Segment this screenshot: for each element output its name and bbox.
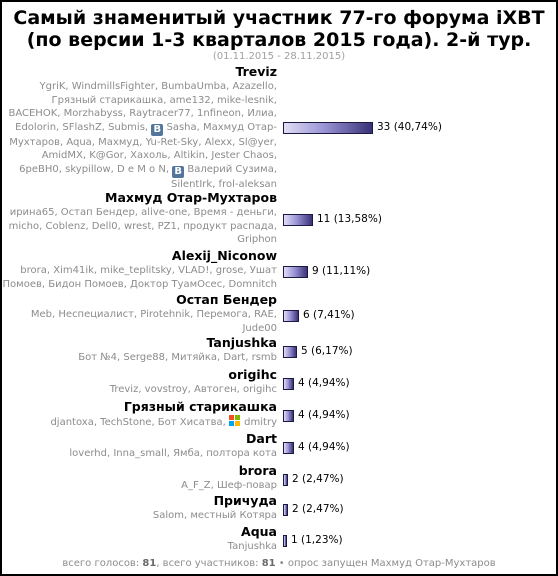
vote-bar bbox=[283, 266, 308, 278]
candidate-name: Aqua bbox=[241, 524, 277, 539]
vote-bar bbox=[283, 214, 313, 226]
footer-participants-value: 81 bbox=[261, 558, 276, 569]
poll-date-range: (01.11.2015 - 28.11.2015) bbox=[212, 51, 346, 62]
voter-line: Meb, Неспециалист, Pirotehnik, Перемога,… bbox=[30, 309, 277, 320]
candidate-name: brora bbox=[238, 463, 277, 478]
candidate-name: Dart bbox=[246, 431, 277, 446]
vote-bar bbox=[283, 474, 288, 486]
vote-bar bbox=[283, 535, 287, 547]
voter-line: Edolorin, SFlashZ, Submis, B Sasha, Махм… bbox=[15, 121, 277, 136]
voter-line: brora, Xim41ik, mike_teplitsky, VLAD!, g… bbox=[20, 265, 277, 276]
voter-line: Бот №4, Serge88, Митяйка, Dart, rsmb bbox=[78, 352, 277, 363]
voter-list: Meb, Неспециалист, Pirotehnik, Перемога,… bbox=[2, 308, 277, 335]
voter-list: brora, Xim41ik, mike_teplitsky, VLAD!, g… bbox=[2, 264, 277, 291]
voter-line: 6peBH0, skypillow, D e M o N, B Валерий … bbox=[19, 163, 277, 178]
vk-badge-icon: B bbox=[172, 165, 185, 178]
candidate-name: Остап Бендер bbox=[176, 292, 277, 307]
vote-bar bbox=[283, 378, 294, 390]
poll-footer: всего голосов: 81, всего участников: 81 … bbox=[2, 558, 556, 569]
vote-count-label: 2 (2,47%) bbox=[292, 503, 344, 515]
voter-list: Treviz, vovstroy, Автоген, origihc bbox=[2, 383, 277, 397]
candidate-name: Грязный старикашка bbox=[123, 399, 277, 414]
vk-badge-icon: B bbox=[151, 123, 164, 136]
footer-poll-started: • опрос запущен Махмуд Отар-Мухтаров bbox=[275, 558, 496, 569]
voter-line: Salom, местный Котяра bbox=[152, 510, 277, 521]
voter-list: ирина65, Остап Бендер, alive-one, Время … bbox=[2, 206, 277, 247]
voter-list: Salom, местный Котяра bbox=[2, 509, 277, 523]
vote-count-label: 1 (1,23%) bbox=[291, 534, 343, 546]
vote-count-label: 6 (7,41%) bbox=[303, 309, 355, 321]
vote-bar bbox=[283, 346, 297, 358]
voter-line: loverhd, Inna_small, Ямба, полтора кота bbox=[69, 448, 277, 459]
footer-participants-prefix: , всего участников: bbox=[156, 558, 262, 569]
voter-list: YgriK, WindmillsFighter, BumbaUmba, Azaz… bbox=[2, 80, 277, 191]
vote-count-label: 4 (4,94%) bbox=[298, 409, 350, 421]
voter-line: Грязный старикашка, ame132, mike-lesnik, bbox=[51, 94, 277, 106]
voter-line: Tanjushka bbox=[227, 541, 277, 552]
vote-bar bbox=[283, 504, 288, 516]
candidate-name: Alexij_Niconow bbox=[171, 248, 277, 263]
vote-count-label: 11 (13,58%) bbox=[317, 213, 382, 225]
voter-line: djantoxa, TechStone, Бот Хисатва, dmitry bbox=[50, 415, 277, 428]
voter-line: SilentIrk, frol-aleksan bbox=[171, 178, 277, 190]
vote-count-label: 9 (11,11%) bbox=[312, 265, 371, 277]
voter-line: AmidMX, K@Gor, Хахоль, Altikin, Jester C… bbox=[41, 150, 277, 161]
voter-list: Бот №4, Serge88, Митяйка, Dart, rsmb bbox=[2, 351, 277, 365]
voter-line: Griphon bbox=[237, 234, 277, 245]
voter-list: djantoxa, TechStone, Бот Хисатва, dmitry bbox=[2, 415, 277, 430]
candidate-name: Treviz bbox=[235, 64, 277, 79]
vote-count-label: 33 (40,74%) bbox=[377, 121, 442, 133]
voter-line: micho, Coblenz, Dell0, wrest, PZ1, проду… bbox=[8, 220, 277, 232]
candidate-name: Махмуд Отар-Мухтаров bbox=[105, 190, 277, 205]
windows-logo-icon bbox=[228, 415, 241, 427]
voter-line: YgriK, WindmillsFighter, BumbaUmba, Azaz… bbox=[39, 81, 278, 92]
vote-bar bbox=[283, 122, 373, 134]
candidate-name: Tanjushka bbox=[206, 335, 277, 350]
footer-votes-prefix: всего голосов: bbox=[62, 558, 143, 569]
vote-count-label: 5 (6,17%) bbox=[301, 345, 353, 357]
voter-line: BACEHOK, Morzhabyss, Raytracer77, 1nfine… bbox=[8, 108, 277, 119]
vote-bar bbox=[283, 410, 294, 422]
vote-count-label: 2 (2,47%) bbox=[292, 473, 344, 485]
voter-list: A_F_Z, Шеф-повар bbox=[2, 479, 277, 493]
poll-title-line-2: (по версии 1-3 кварталов 2015 года). 2-й… bbox=[26, 29, 532, 51]
vote-count-label: 4 (4,94%) bbox=[298, 377, 350, 389]
footer-votes-value: 81 bbox=[142, 558, 157, 569]
vote-bar bbox=[283, 310, 299, 322]
voter-list: loverhd, Inna_small, Ямба, полтора кота bbox=[2, 447, 277, 461]
voter-line: A_F_Z, Шеф-повар bbox=[181, 480, 277, 491]
voter-list: Tanjushka bbox=[2, 540, 277, 554]
voter-line: ирина65, Остап Бендер, alive-one, Время … bbox=[9, 207, 277, 218]
voter-line: Помоев, Бидон Помоев, Доктор ТуамОсес, D… bbox=[2, 278, 277, 290]
vote-bar bbox=[283, 442, 294, 454]
poll-title-line-1: Самый знаменитый участник 77-го форума i… bbox=[13, 7, 545, 29]
candidate-name: origihc bbox=[228, 367, 277, 382]
vote-count-label: 4 (4,94%) bbox=[298, 441, 350, 453]
voter-line: Jude00 bbox=[242, 322, 277, 334]
candidate-name: Причуда bbox=[213, 493, 277, 508]
voter-line: Мухтаров, Aqua, Махмуд, Yu-Ret-Sky, Alex… bbox=[9, 136, 277, 148]
voter-line: Treviz, vovstroy, Автоген, origihc bbox=[109, 384, 277, 395]
